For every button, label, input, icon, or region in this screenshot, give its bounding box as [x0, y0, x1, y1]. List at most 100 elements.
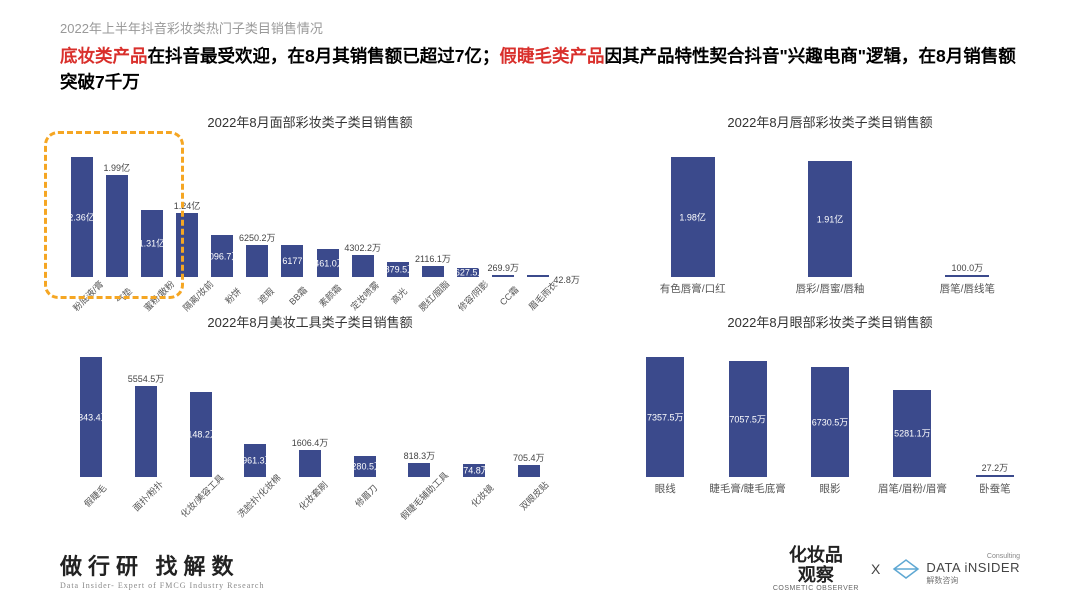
- bar-col: 1606.4万: [283, 450, 338, 476]
- bar-value: 7057.5万: [729, 412, 766, 425]
- bar-value: 1.99亿: [103, 161, 130, 174]
- bar-col: 1.31亿: [134, 210, 169, 277]
- bar: 1961.3万: [244, 444, 266, 476]
- bar-col: 5281.1万: [871, 390, 953, 476]
- bar-col: 1.98亿: [624, 157, 761, 277]
- chart-title: 2022年8月美妆工具类子类目销售额: [60, 312, 560, 331]
- x-label: 双眼皮贴: [511, 472, 565, 526]
- x-label: 眉笔/眉粉/眉膏: [871, 481, 953, 496]
- bar-value: 2.36亿: [68, 210, 95, 223]
- bar: 6177: [281, 245, 303, 276]
- bar: 1.24亿: [176, 213, 198, 276]
- bar: 27.2万: [976, 475, 1014, 477]
- bar: 269.9万: [492, 275, 514, 277]
- bar: 774.8万: [463, 464, 485, 477]
- bar: 1280.5万: [354, 456, 376, 477]
- bar-col: 2116.1万: [415, 266, 450, 277]
- chart-title: 2022年8月眼部彩妆类子类目销售额: [620, 312, 1040, 331]
- bar-col: 1280.5万: [337, 456, 392, 477]
- footer: 做行研 找解数 Data Insider- Expert of FMCG Ind…: [0, 546, 1080, 593]
- bar-value: 705.4万: [513, 451, 545, 464]
- data-insider-logo: Consulting DATA iNSIDER 解数咨询: [892, 553, 1020, 586]
- bar-value: 818.3万: [404, 449, 436, 462]
- bar-value: 1280.5万: [346, 460, 383, 473]
- bar-value: 4302.2万: [344, 241, 381, 254]
- x-label: 洗脸扑/化妆棉: [234, 471, 291, 528]
- bar-value: 269.9万: [487, 261, 519, 274]
- bar: 705.4万: [518, 465, 540, 477]
- bar-value: 7343.4万: [73, 410, 110, 423]
- headline-part: 底妆类产品: [60, 46, 148, 66]
- bar: 1.91亿: [808, 161, 852, 277]
- x-label: 唇彩/唇蜜/唇釉: [761, 281, 898, 296]
- bar-value: 8096.7万: [204, 249, 241, 262]
- bar-col: 1.24亿: [169, 213, 204, 276]
- bar-value: 6730.5万: [812, 415, 849, 428]
- x-label: 眼线: [624, 481, 706, 496]
- di-cn-label: 解数咨询: [926, 575, 1020, 586]
- x-label: 睫毛膏/睫毛底膏: [706, 481, 788, 496]
- x-label: 化妆镜: [458, 472, 512, 526]
- bars-wrap: 7343.4万5554.5万5148.2万1961.3万1606.4万1280.…: [60, 337, 560, 477]
- bar-col: 1.99亿: [99, 175, 134, 276]
- chart-face: 2022年8月面部彩妆类子类目销售额 2.36亿 1.99亿 1.31亿 1.24亿 80…: [60, 112, 560, 302]
- bar: 2.36亿: [71, 157, 93, 277]
- headline-part: 在抖音最受欢迎，在8月其销售额已超过7亿；: [148, 46, 500, 66]
- bar: 42.8万: [527, 275, 549, 277]
- bar: 1.99亿: [106, 175, 128, 276]
- bar: 1.31亿: [141, 210, 163, 277]
- bar: 8096.7万: [211, 235, 233, 276]
- bar: 7357.5万: [646, 357, 684, 477]
- bar: 2879.5万: [387, 262, 409, 277]
- bar: 1627.5万: [457, 268, 479, 276]
- bar-value: 1961.3万: [237, 454, 274, 467]
- bar-value: 1.31亿: [139, 237, 166, 250]
- bar-value: 7357.5万: [647, 410, 684, 423]
- chart-tool: 2022年8月美妆工具类子类目销售额7343.4万5554.5万5148.2万1…: [60, 312, 560, 502]
- bar-value: 100.0万: [952, 261, 984, 274]
- chart-title: 2022年8月唇部彩妆类子类目销售额: [620, 112, 1040, 131]
- bar: 5281.1万: [893, 390, 931, 476]
- data-insider-icon: [892, 558, 920, 580]
- bar: 7057.5万: [729, 361, 767, 476]
- bar-col: 7057.5万: [706, 361, 788, 476]
- chart-title: 2022年8月面部彩妆类子类目销售额: [60, 112, 560, 131]
- bar: 818.3万: [408, 463, 430, 476]
- bar-value: 5281.1万: [894, 427, 931, 440]
- bar-value: 2879.5万: [380, 263, 417, 276]
- bar: 6250.2万: [246, 245, 268, 277]
- x-labels: 粉底液/膏气垫蜜粉/散粉隔离/妆前粉饼遮瑕BB霜素颜霜定妆喷雾高光腮红/胭脂修容…: [60, 281, 560, 305]
- bar-value: 774.8万: [458, 464, 490, 477]
- x-label: 化妆套刷: [290, 472, 344, 526]
- x-label: 眼影: [789, 481, 871, 496]
- bar-col: 7343.4万: [64, 357, 119, 477]
- bars: 2.36亿1.99亿1.31亿1.24亿8096.7万6250.2万617754…: [60, 137, 560, 277]
- bar-col: 42.8万: [521, 275, 556, 277]
- bar-col: 8096.7万: [205, 235, 240, 276]
- bar-col: 27.2万: [954, 475, 1036, 477]
- x-label: 面扑/粉扑: [124, 472, 178, 526]
- cosmetic-observer-logo: 化妆品 观察 COSMETIC OBSERVER: [773, 546, 859, 593]
- bar-value: 1.91亿: [817, 212, 844, 225]
- bar: 1.98亿: [671, 157, 715, 277]
- bars-wrap: 7357.5万 7057.5万 6730.5万 5281.1万 27.2万: [620, 337, 1040, 477]
- bar-col: 1627.5万: [451, 268, 486, 276]
- bar-value: 1.98亿: [679, 210, 706, 223]
- bar-value: 6250.2万: [239, 231, 276, 244]
- bar: 7343.4万: [80, 357, 102, 477]
- headline-part: 假睫毛类产品: [499, 46, 604, 66]
- bar: 6730.5万: [811, 367, 849, 477]
- bar: 1606.4万: [299, 450, 321, 476]
- x-labels: 假睫毛面扑/粉扑化妆/美容工具洗脸扑/化妆棉化妆套刷修眉刀假睫毛辅助工具化妆镜双…: [60, 481, 560, 505]
- cosmetic-logo-line1: 化妆品: [789, 545, 843, 565]
- x-label: 唇笔/唇线笔: [899, 281, 1036, 296]
- bar: 2116.1万: [422, 266, 444, 277]
- bar-col: 5148.2万: [173, 392, 228, 476]
- charts-grid: 2022年8月面部彩妆类子类目销售额 2.36亿 1.99亿 1.31亿 1.24亿 80…: [0, 96, 1080, 502]
- bar-col: 6177: [275, 245, 310, 276]
- di-en-label: DATA iNSIDER: [926, 560, 1020, 575]
- x-label: 修眉刀: [343, 472, 397, 526]
- di-consulting-label: Consulting: [926, 553, 1020, 560]
- bars-wrap: 2.36亿1.99亿1.31亿1.24亿8096.7万6250.2万617754…: [60, 137, 560, 277]
- bar: 4302.2万: [352, 255, 374, 277]
